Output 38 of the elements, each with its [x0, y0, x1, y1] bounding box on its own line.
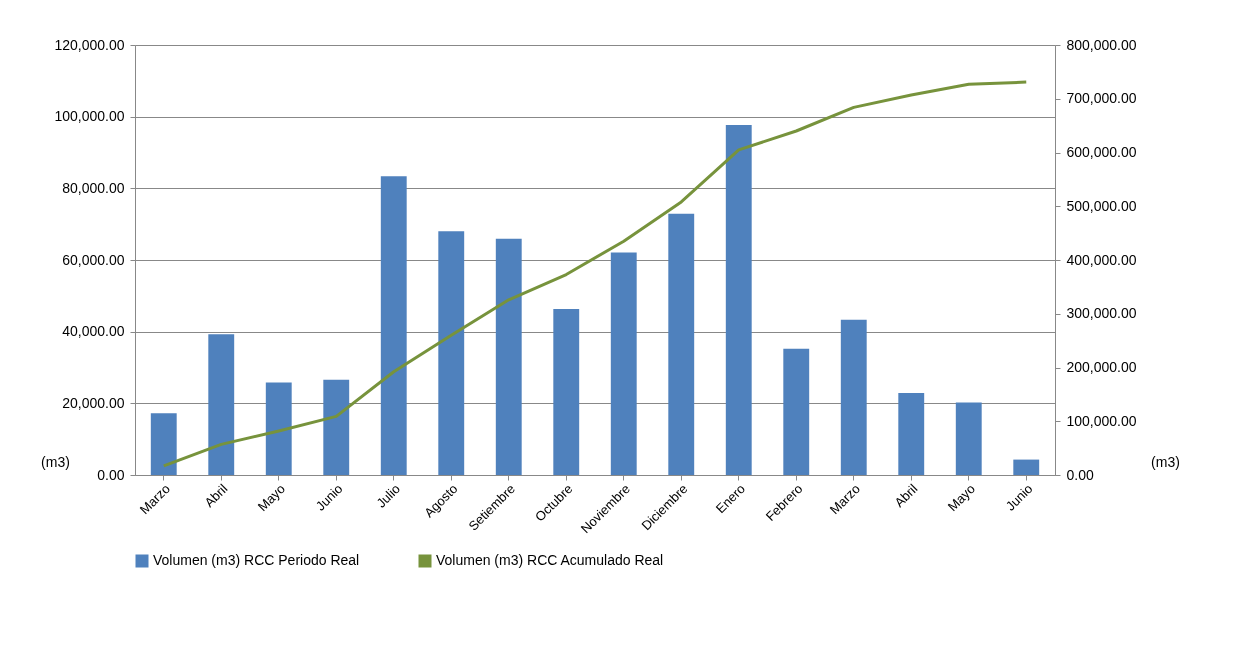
- bar: [438, 231, 465, 475]
- line-series: [162, 80, 1028, 468]
- y2-tick-label: 300,000.00: [1066, 305, 1137, 322]
- bar: [668, 213, 695, 475]
- y2-tick-label: 200,000.00: [1066, 359, 1137, 375]
- bar: [840, 319, 867, 475]
- y2-tick-label: 600,000.00: [1066, 144, 1137, 160]
- y2-tick-label: 700,000.00: [1066, 90, 1137, 107]
- bar: [1013, 459, 1040, 475]
- legend-label: Volumen (m3) RCC Periodo Real: [153, 552, 360, 568]
- bar: [150, 413, 177, 475]
- bar: [783, 348, 810, 475]
- bar: [725, 124, 752, 475]
- y-axis-title: (m3): [41, 453, 70, 470]
- y-tick-label: 20,000.00: [62, 394, 125, 411]
- y-tick-label: 0.00: [97, 466, 125, 483]
- bar: [323, 379, 350, 475]
- y2-tick-label: 400,000.00: [1066, 251, 1137, 268]
- bar: [380, 176, 407, 475]
- y-tick-label: 40,000.00: [62, 323, 125, 340]
- y-tick-label: 120,000.00: [54, 36, 125, 53]
- bar: [898, 392, 925, 475]
- bar: [495, 238, 522, 475]
- y2-tick-label: 0.00: [1066, 466, 1094, 483]
- bar: [955, 402, 982, 475]
- legend-label: Volumen (m3) RCC Acumulado Real: [436, 552, 664, 568]
- y2-tick-label: 500,000.00: [1066, 197, 1137, 214]
- bar: [265, 382, 292, 475]
- bar: [610, 252, 637, 475]
- y-tick-label: 80,000.00: [62, 179, 125, 196]
- y2-axis-title: (m3): [1151, 453, 1180, 470]
- y2-tick-label: 100,000.00: [1066, 412, 1137, 429]
- y-tick-label: 60,000.00: [62, 251, 125, 268]
- bar: [553, 309, 580, 475]
- bar: [208, 334, 235, 475]
- y-tick-label: 100,000.00: [54, 108, 125, 125]
- x-tick-label: Julio: [373, 481, 403, 511]
- y2-tick-label: 800,000.00: [1066, 36, 1137, 53]
